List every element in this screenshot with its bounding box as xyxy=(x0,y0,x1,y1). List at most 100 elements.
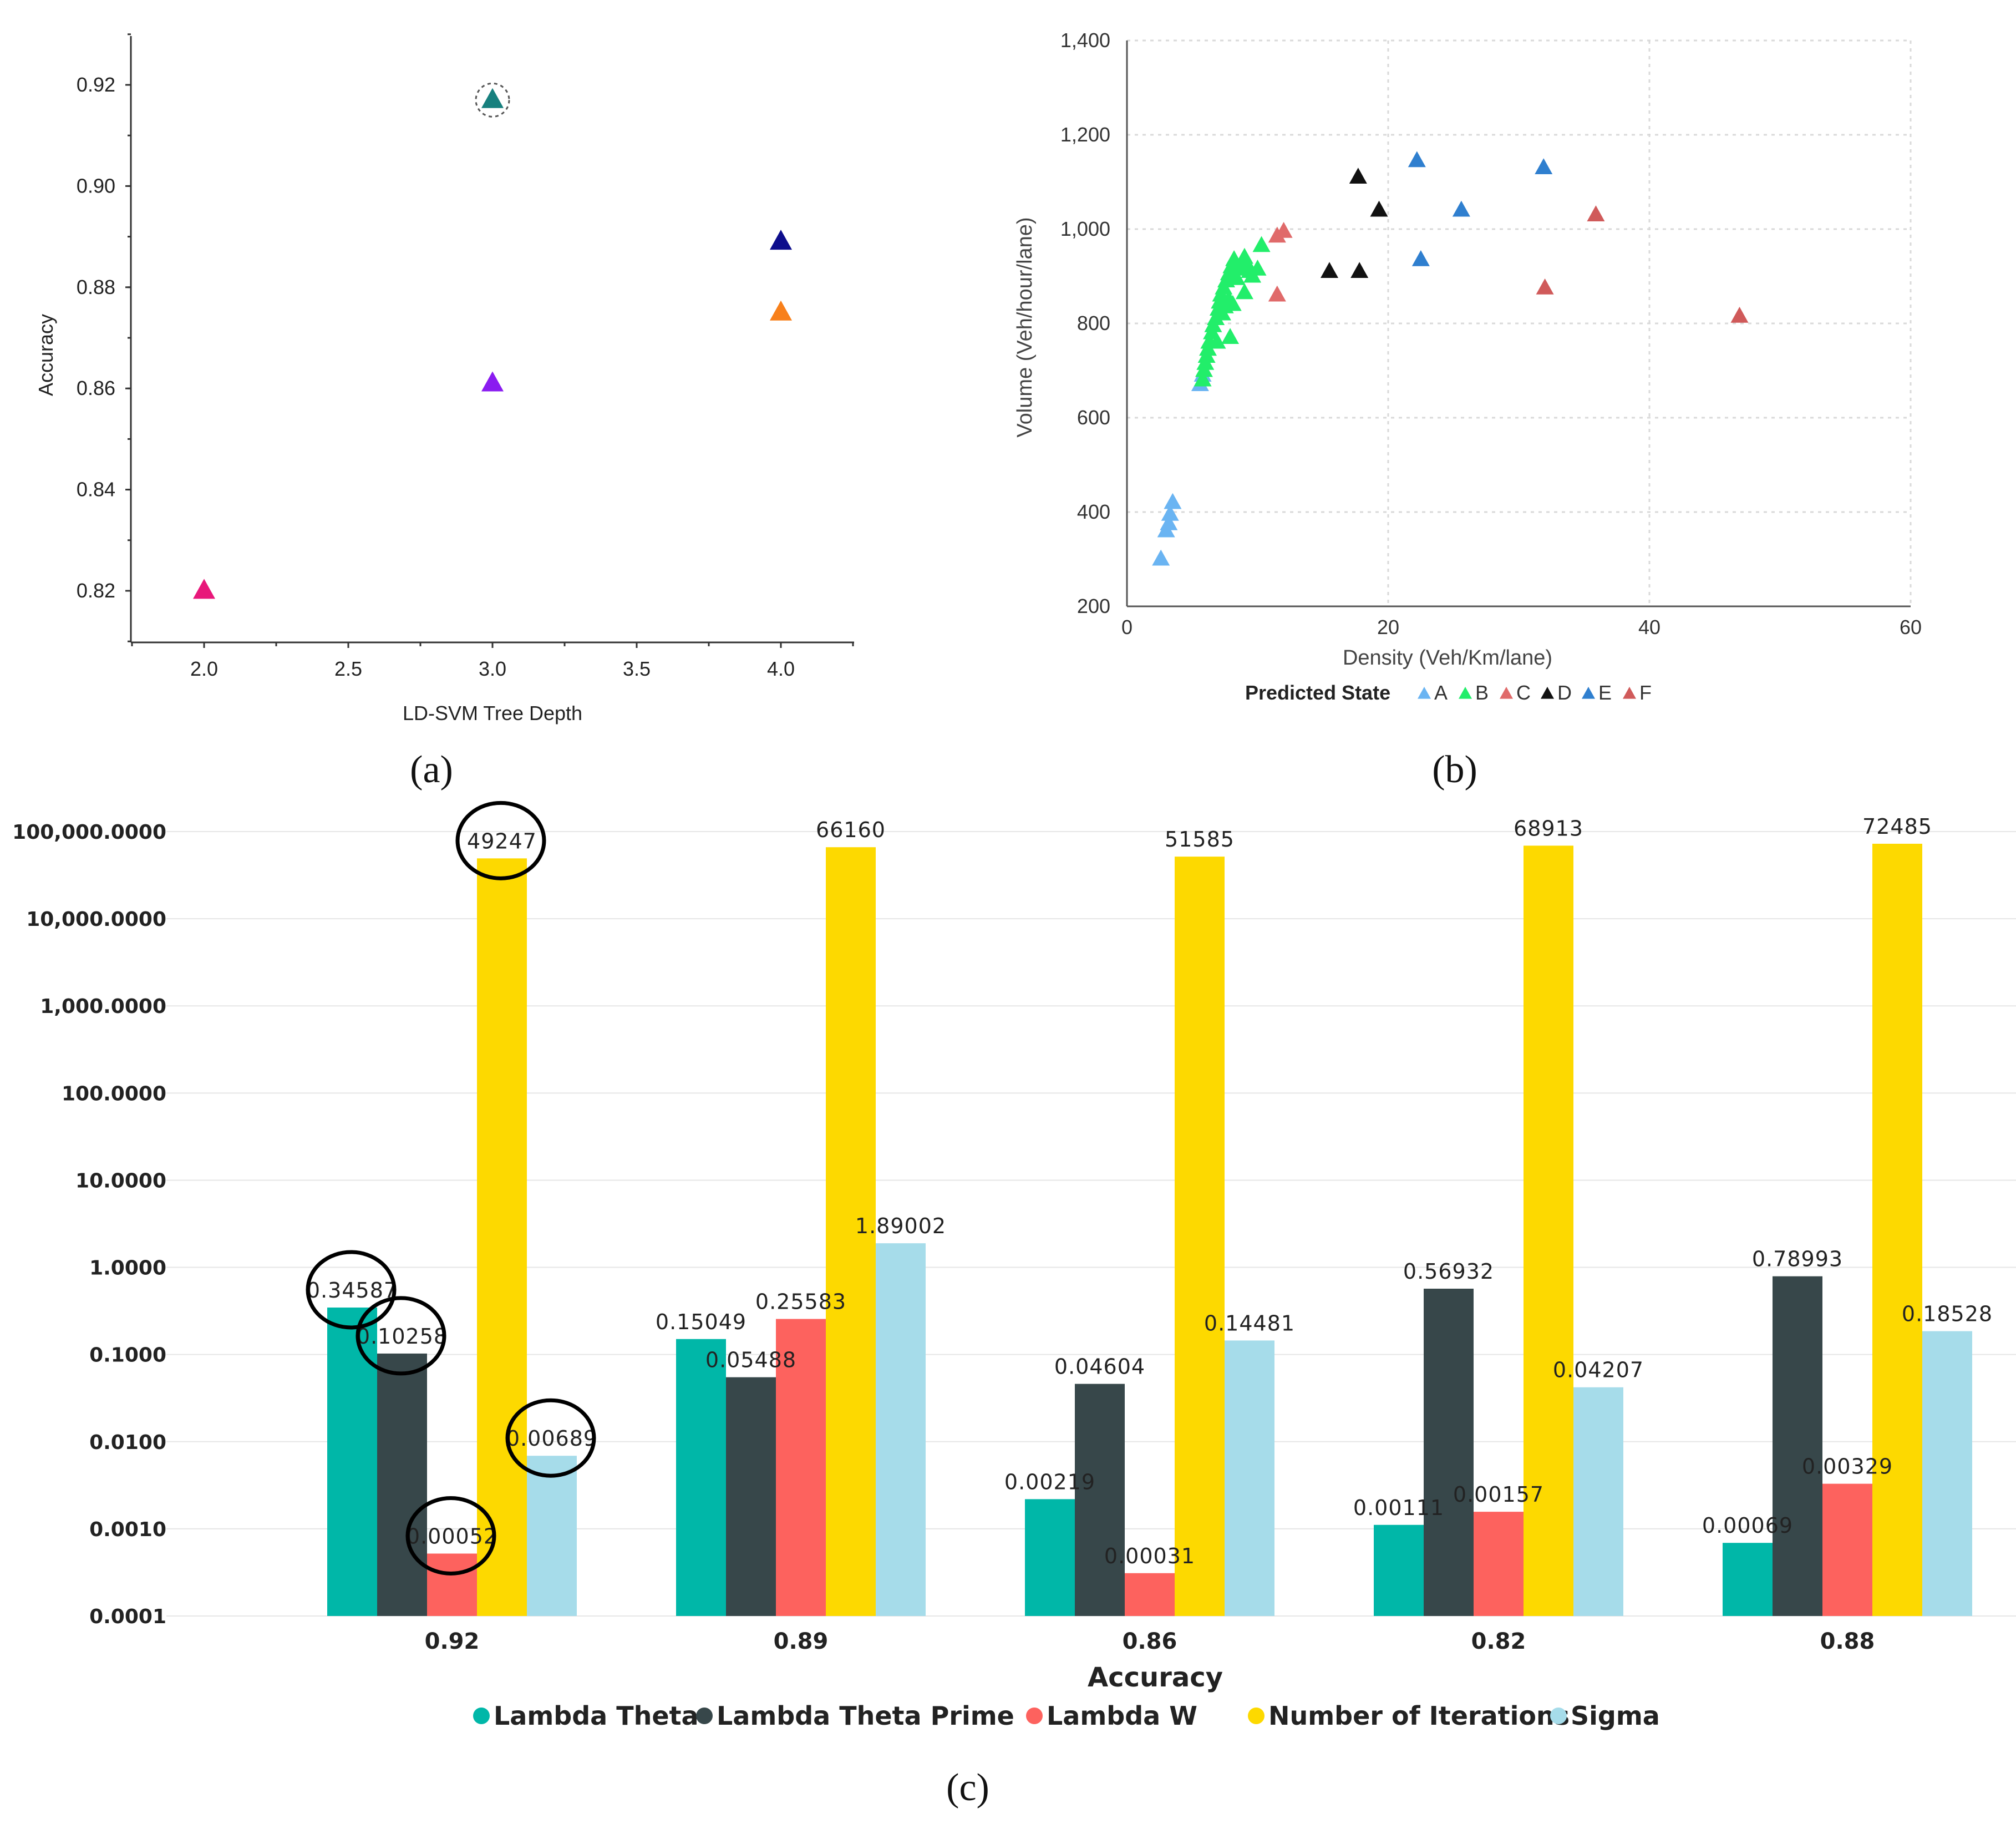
panel-c-bar-lambda-theta-prime xyxy=(1773,1276,1822,1616)
panel-b-data-point-b xyxy=(1252,236,1271,252)
panel-a-data-point xyxy=(193,579,215,599)
panel-c-chart: 0.0001 0.0010 0.0100 0.1000 1.0000 10.0000 100… xyxy=(12,801,2016,1809)
panel-c-y-tick-label: 0.1000 xyxy=(89,1344,166,1367)
panel-c-legend: Lambda Theta Lambda Theta Prime Lambda W Nu… xyxy=(473,1701,1660,1731)
panel-b-data-point-e xyxy=(1535,158,1553,175)
panel-c-data-label: 0.34587 xyxy=(307,1278,398,1303)
panel-c-highlight-circle xyxy=(405,1496,496,1576)
panel-a-y-tick-label: 0.82 xyxy=(77,579,115,602)
panel-b-data-point-b xyxy=(1248,259,1267,276)
panel-b-legend: Predicted State A B C D E F xyxy=(1245,681,1652,704)
panel-a-x-tick-label: 2.5 xyxy=(334,657,362,680)
panel-c-y-tick-label: 10.0000 xyxy=(75,1169,166,1192)
panel-a-y-tick-label: 0.86 xyxy=(77,377,115,399)
panel-b-y-tick-label: 1,200 xyxy=(1060,123,1110,146)
panel-b-x-axis-title: Density (Veh/Km/lane) xyxy=(1343,646,1552,670)
panel-a-data-point xyxy=(770,300,792,321)
panel-b-data-point-e xyxy=(1408,151,1426,168)
panel-b-x-tick-label: 40 xyxy=(1638,616,1660,639)
panel-c-data-label: 68913 xyxy=(1514,816,1583,840)
panel-c-bar-lambda-w xyxy=(1125,1573,1175,1616)
panel-c-data-label: 1.89002 xyxy=(855,1214,946,1238)
panel-c-data-label: 72485 xyxy=(1862,814,1932,839)
panel-c-bar-lambda-w xyxy=(427,1553,477,1616)
panel-b-y-tick-label: 200 xyxy=(1077,595,1110,617)
panel-c-bar-lambda-theta-prime xyxy=(377,1353,427,1616)
panel-c-bar-lambda-theta xyxy=(1723,1543,1773,1616)
panel-c-category-label: 0.88 xyxy=(1820,1629,1875,1654)
panel-c-y-tick-label: 0.0001 xyxy=(89,1605,166,1628)
panel-c-bar-lambda-theta xyxy=(1025,1499,1075,1616)
panel-b-y-axis-title: Volume (Veh/hour/lane) xyxy=(1013,217,1037,437)
panel-b-legend-marker-b xyxy=(1459,687,1472,699)
panel-b-x-tick-label: 0 xyxy=(1121,616,1133,639)
panel-b-legend-marker-e xyxy=(1582,687,1595,699)
panel-a-data-point xyxy=(481,371,504,392)
panel-c-bar-lambda-theta xyxy=(327,1307,377,1616)
panel-c-data-label: 66160 xyxy=(816,818,886,842)
panel-c-y-tick-label: 0.0010 xyxy=(89,1518,166,1541)
panel-c-bar-lambda-theta-prime xyxy=(1075,1384,1125,1616)
panel-c-x-axis-title: Accuracy xyxy=(1088,1662,1223,1693)
panel-c-data-label: 0.00219 xyxy=(1004,1470,1095,1494)
panel-c-bar-sigma xyxy=(1225,1340,1274,1616)
panel-c-bar-number-of-iterations xyxy=(1524,845,1573,1616)
panel-c-category-label: 0.89 xyxy=(774,1629,829,1654)
panel-c-legend-marker xyxy=(1550,1708,1567,1724)
panel-c-y-tick-label: 1,000.0000 xyxy=(40,995,166,1018)
panel-a-x-tick-label: 3.0 xyxy=(479,657,506,680)
panel-a-data-point xyxy=(481,88,504,108)
panel-b-x-tick-label: 60 xyxy=(1900,616,1922,639)
panel-c-highlight-circle xyxy=(356,1296,446,1376)
panel-c-y-tick-label: 100.0000 xyxy=(62,1082,166,1105)
panel-a-x-tick-label: 3.5 xyxy=(623,657,651,680)
panel-b-data-point-b xyxy=(1208,332,1226,349)
panel-b-legend-marker-d xyxy=(1541,687,1554,699)
panel-b-y-tick-label: 400 xyxy=(1077,500,1110,523)
panel-c-data-label: 0.00052 xyxy=(407,1524,497,1549)
panel-b-data-point-f xyxy=(1536,278,1554,295)
panel-b-data-point-d xyxy=(1350,262,1369,278)
panel-c-y-tick-label: 10,000.0000 xyxy=(26,908,166,931)
panel-c-data-label: 0.00111 xyxy=(1353,1496,1444,1520)
panel-c-bar-lambda-theta-prime xyxy=(726,1377,776,1616)
panel-c-legend-marker xyxy=(473,1708,490,1724)
panel-c-category-label: 0.82 xyxy=(1471,1629,1526,1654)
panel-b-legend-label-e: E xyxy=(1598,681,1612,704)
panel-b-data-point-d xyxy=(1349,168,1367,184)
panel-c-data-label: 0.56932 xyxy=(1403,1259,1494,1284)
panel-c-legend-marker xyxy=(1026,1708,1043,1724)
panel-b-data-point-b xyxy=(1227,268,1246,285)
panel-b-legend-marker-f xyxy=(1623,687,1636,699)
panel-c-legend-label: Number of Iterations xyxy=(1268,1701,1570,1731)
panel-c-data-label: 0.18528 xyxy=(1902,1302,1993,1326)
panel-a-highlight-circle xyxy=(475,82,510,118)
panel-b-data-point-e xyxy=(1452,200,1470,217)
panel-b-legend-label-d: D xyxy=(1557,681,1572,704)
panel-b-y-tick-label: 1,400 xyxy=(1060,29,1110,52)
panel-b-y-tick-label: 800 xyxy=(1077,312,1110,335)
panel-b-legend-title: Predicted State xyxy=(1245,681,1390,704)
panel-c-data-label: 0.00069 xyxy=(1702,1513,1793,1538)
panel-c-data-label: 0.25583 xyxy=(755,1290,846,1314)
panel-c-data-label: 0.14481 xyxy=(1204,1311,1295,1335)
panel-c-category-label: 0.86 xyxy=(1123,1629,1177,1654)
panel-c-data-label: 0.78993 xyxy=(1752,1247,1843,1271)
panel-c-data-label: 0.10258 xyxy=(357,1324,448,1349)
panel-b-legend-label-a: A xyxy=(1434,681,1448,704)
panel-c-data-label: 49247 xyxy=(467,829,537,853)
panel-b-legend-label-c: C xyxy=(1516,681,1531,704)
panel-b-label: (b) xyxy=(1432,748,1477,791)
panel-b-data-point-b xyxy=(1194,370,1212,387)
panel-c-bar-lambda-theta xyxy=(676,1339,726,1616)
panel-a-y-axis-title: Accuracy xyxy=(34,314,57,396)
panel-c-bar-lambda-theta-prime xyxy=(1424,1288,1474,1616)
panel-c-y-tick-label: 100,000.0000 xyxy=(12,821,166,844)
panel-b-data-point-a xyxy=(1164,493,1182,509)
panel-a-y-tick-label: 0.90 xyxy=(77,174,115,197)
panel-c-y-tick-label: 1.0000 xyxy=(89,1257,166,1280)
panel-b-data-point-a xyxy=(1160,514,1178,530)
panel-b-x-tick-label: 20 xyxy=(1377,616,1399,639)
panel-b-data-point-b xyxy=(1223,295,1242,311)
